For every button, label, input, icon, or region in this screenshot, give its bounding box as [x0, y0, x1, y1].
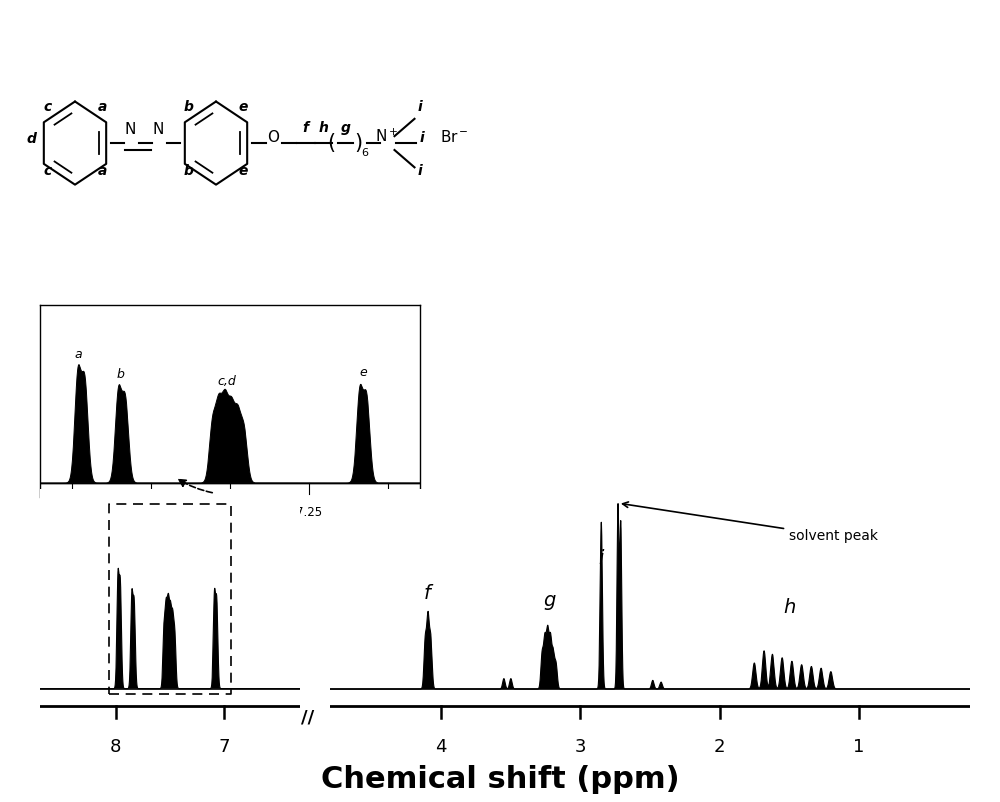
Text: 4: 4 [436, 738, 447, 755]
Text: i: i [417, 164, 422, 178]
Text: i: i [420, 131, 424, 145]
Text: c,d: c,d [217, 375, 236, 388]
Text: Chemical shift (ppm): Chemical shift (ppm) [321, 765, 679, 794]
Text: 8.00: 8.00 [59, 506, 85, 519]
Text: solvent peak: solvent peak [623, 502, 878, 543]
Text: c: c [43, 100, 52, 115]
Text: e: e [239, 164, 248, 178]
Text: f: f [302, 120, 308, 135]
Text: i: i [599, 549, 604, 568]
Text: ): ) [354, 133, 363, 153]
Text: b: b [184, 100, 193, 115]
Text: 3: 3 [575, 738, 586, 755]
Text: 1: 1 [853, 738, 864, 755]
Text: 6: 6 [362, 148, 368, 158]
Text: 7.00: 7.00 [375, 506, 401, 519]
Text: 2: 2 [714, 738, 725, 755]
Text: N: N [124, 123, 136, 137]
Text: a: a [98, 100, 107, 115]
Text: i: i [417, 100, 422, 115]
Text: 7: 7 [218, 738, 230, 755]
Text: d: d [26, 132, 36, 146]
Text: b: b [117, 368, 125, 381]
Text: g: g [544, 590, 556, 610]
Text: f: f [424, 584, 431, 602]
Text: a: a [74, 348, 82, 361]
Text: c: c [43, 164, 52, 178]
Text: h: h [319, 120, 328, 135]
Text: 7.25: 7.25 [296, 506, 322, 519]
Text: 7.75: 7.75 [138, 506, 164, 519]
Text: e: e [360, 366, 368, 379]
Text: e: e [239, 100, 248, 115]
Text: a: a [98, 164, 107, 178]
Text: N: N [153, 123, 164, 137]
Text: 8: 8 [110, 738, 122, 755]
Text: O: O [267, 130, 279, 145]
Text: b: b [184, 164, 193, 178]
Text: N$^+$: N$^+$ [375, 128, 399, 145]
Text: Br$^-$: Br$^-$ [440, 129, 468, 145]
Text: g: g [341, 120, 351, 135]
Text: //: // [301, 709, 315, 727]
Text: h: h [783, 597, 795, 617]
Text: (: ( [327, 133, 335, 153]
Text: 7.50: 7.50 [217, 506, 243, 519]
